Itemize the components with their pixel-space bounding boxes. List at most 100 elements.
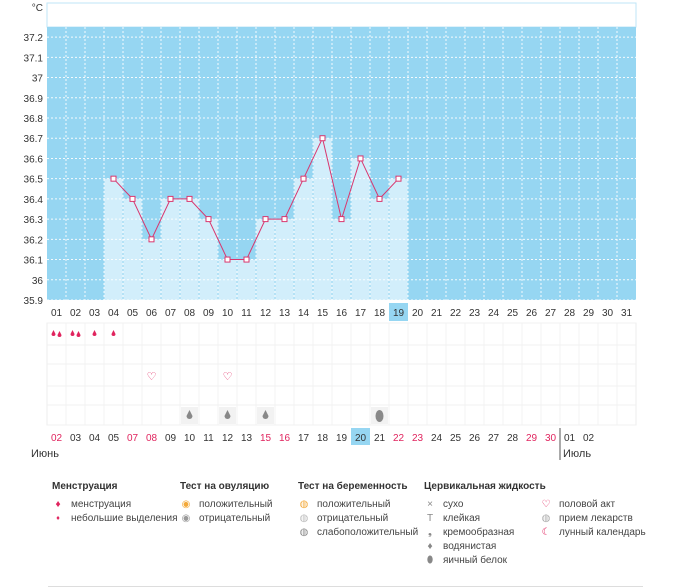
legend-title: Тест на овуляцию: [180, 481, 270, 492]
temperature-point: [243, 256, 250, 263]
temperature-bar: [142, 239, 161, 300]
spotting-mark: [92, 330, 97, 336]
heart-icon: ♡: [541, 499, 551, 510]
temperature-line: [113, 136, 399, 261]
y-tick-label: 36.5: [24, 175, 44, 186]
date-label: 13: [241, 433, 253, 444]
legend-title-spacer: [540, 481, 646, 492]
day-label: 01: [51, 308, 63, 319]
day-label: 31: [621, 308, 633, 319]
watery-icon: ♦: [427, 541, 433, 552]
y-tick-label: 36.4: [24, 195, 44, 206]
legend-label: небольшие выделения: [71, 513, 178, 524]
temperature-bar: [389, 178, 408, 300]
temperature-bar: [104, 178, 123, 300]
temperature-bar: [351, 158, 370, 300]
day-label: 06: [146, 308, 158, 319]
legend-item: ♦ менструация: [52, 498, 178, 512]
day-label: 26: [526, 308, 538, 319]
event-grid: [46, 322, 637, 426]
temperature-point: [167, 195, 174, 202]
date-label: 03: [70, 433, 82, 444]
legend-label: яичный белок: [443, 555, 508, 566]
temperature-point: [338, 216, 345, 223]
temperature-point: [319, 135, 326, 142]
day-label: 30: [602, 308, 614, 319]
legend-item: ♦ небольшие выделения: [52, 512, 178, 526]
legend-label: клейкая: [443, 513, 481, 524]
legend-label: половой акт: [559, 499, 616, 510]
y-tick-label: 37: [32, 74, 44, 85]
legend-label: положительный: [199, 499, 273, 510]
date-label: 08: [146, 433, 158, 444]
y-tick-label: 36.6: [24, 154, 44, 165]
y-tick-label: 36.1: [24, 256, 44, 267]
day-label: 02: [70, 308, 82, 319]
y-tick-label: 36: [32, 276, 44, 287]
day-label: 29: [583, 308, 595, 319]
legend: Менструация ♦ менструация ♦ небольшие выде…: [48, 481, 646, 585]
date-label: 23: [412, 433, 424, 444]
legend-item: ◍ слабоположительный: [298, 526, 419, 540]
day-label: 09: [203, 308, 215, 319]
day-label: 17: [355, 308, 367, 319]
legend-label: кремообразная: [443, 527, 515, 538]
date-label: 30: [545, 433, 557, 444]
heart-icon: ♡: [147, 371, 157, 383]
temperature-point: [129, 195, 136, 202]
pregnancy-negative-icon: ◍: [299, 513, 309, 524]
date-label: 02: [51, 433, 63, 444]
legend-other: ♡ половой акт ◍ прием лекарств ☾ лунный кал…: [540, 481, 646, 540]
moon-icon: ☾: [541, 527, 551, 538]
date-label: 18: [317, 433, 329, 444]
day-label: 28: [564, 308, 576, 319]
menstruation-mark: [70, 330, 81, 337]
day-label: 19: [393, 308, 405, 319]
month-label-left: Июнь: [31, 448, 59, 460]
date-label: 15: [260, 433, 272, 444]
legend-label: менструация: [71, 499, 132, 510]
legend-title: Менструация: [52, 481, 118, 492]
legend-label: слабоположительный: [317, 527, 419, 538]
heart-icon: ♡: [223, 371, 233, 383]
date-label: 17: [298, 433, 310, 444]
date-label: 26: [469, 433, 481, 444]
current-day-highlight: [389, 303, 408, 321]
date-label: 10: [184, 433, 196, 444]
unit-label: °C: [32, 3, 43, 14]
watery-icon: [224, 410, 231, 419]
date-label: 04: [89, 433, 101, 444]
legend-title: Тест на беременность: [298, 481, 408, 492]
temperature-point: [205, 216, 212, 223]
legend-pregnancy: Тест на беременность ◍ положительный ◍ отр…: [298, 481, 418, 540]
legend-label: отрицательный: [199, 513, 271, 524]
day-label: 23: [469, 308, 481, 319]
creamy-icon: ❟: [428, 527, 432, 538]
legend-label: водянистая: [443, 541, 497, 552]
y-tick-label: 36.2: [24, 235, 44, 246]
legend-item: ♡ половой акт: [540, 498, 646, 512]
legend-label: прием лекарств: [559, 513, 633, 524]
temperature-point: [110, 175, 117, 182]
date-label: 25: [450, 433, 462, 444]
day-label: 21: [431, 308, 443, 319]
date-label: 11: [203, 433, 214, 444]
date-label: 02: [583, 433, 595, 444]
temperature-bar: [237, 259, 256, 300]
date-label: 20: [355, 433, 367, 444]
day-label: 08: [184, 308, 196, 319]
day-label: 20: [412, 308, 424, 319]
temperature-point: [357, 155, 364, 162]
day-label: 14: [298, 308, 310, 319]
day-label: 13: [279, 308, 291, 319]
temperature-bar: [180, 198, 199, 300]
legend-label: сухо: [443, 499, 464, 510]
temperature-point: [262, 216, 269, 223]
temperature-chart: °C 35.9 36 36.1 36.2 36.3 36.4 36.5 36.6 36.7 36.8…: [24, 2, 637, 460]
y-tick-label: 36.7: [24, 134, 44, 145]
negative-test-icon: ◉: [181, 513, 191, 524]
date-label: 29: [526, 433, 538, 444]
y-tick-label: 36.9: [24, 94, 44, 105]
day-label: 10: [222, 308, 234, 319]
day-label: 27: [545, 308, 557, 319]
